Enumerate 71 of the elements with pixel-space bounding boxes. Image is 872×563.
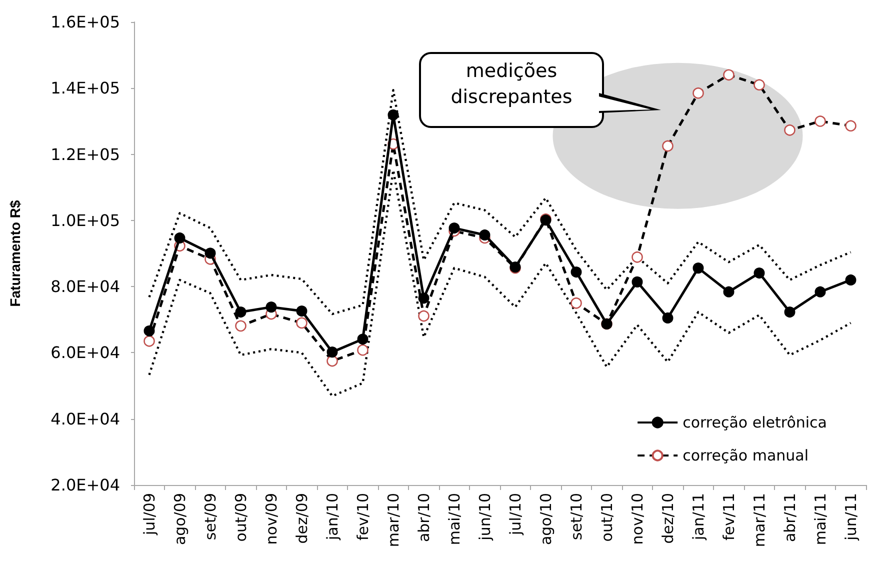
x-tick-label: jul/09 [140, 493, 158, 536]
x-tick-label: ago/10 [536, 493, 555, 546]
point [814, 286, 826, 298]
x-tick-label: nov/10 [628, 493, 646, 545]
x-tick-label: jul/10 [506, 493, 524, 536]
point [784, 124, 796, 136]
point [296, 306, 308, 317]
y-axis-title: Faturamento R$ [7, 200, 23, 307]
point [723, 69, 734, 81]
y-tick-label: 1.2E+05 [50, 144, 120, 164]
point [754, 268, 765, 279]
y-tick-label: 8.0E+04 [50, 277, 120, 296]
point [570, 266, 582, 278]
point [754, 79, 765, 90]
point [479, 229, 490, 240]
point [296, 317, 308, 329]
point [845, 274, 856, 286]
x-tick-label: abr/10 [414, 493, 433, 542]
x-tick-label: mai/10 [445, 493, 464, 546]
point [692, 87, 704, 99]
point [266, 302, 277, 313]
y-tick-label: 1.6E+05 [50, 12, 120, 32]
point [144, 335, 155, 347]
y-tick-label: 6.0E+04 [50, 343, 120, 362]
point [235, 320, 246, 332]
point [632, 276, 643, 288]
x-tick-label: dez/09 [292, 493, 311, 544]
point [570, 297, 582, 309]
point [814, 116, 826, 127]
point [357, 344, 368, 356]
point [723, 286, 734, 298]
point [388, 109, 399, 120]
x-tick-label: out/09 [232, 493, 250, 542]
x-tick-label: fev/10 [354, 493, 372, 541]
x-tick-label: set/09 [201, 493, 220, 540]
point [632, 251, 643, 263]
x-tick-label: set/10 [567, 493, 586, 540]
x-tick-label: nov/09 [262, 493, 280, 545]
y-tick-label: 1.0E+05 [50, 210, 120, 230]
x-tick-label: mar/10 [384, 493, 402, 548]
point [235, 306, 246, 318]
point [845, 120, 856, 132]
point [692, 262, 704, 274]
point [174, 232, 186, 244]
point [662, 140, 674, 152]
y-tick-label: 4.0E+04 [50, 409, 120, 428]
point [418, 310, 430, 322]
point [448, 222, 460, 234]
point [326, 346, 338, 358]
x-tick-label: jan/11 [689, 493, 708, 542]
x-tick-label: out/10 [598, 493, 616, 542]
x-tick-label: jan/10 [323, 493, 342, 542]
x-tick-label: jun/11 [842, 493, 860, 542]
point [357, 334, 368, 345]
y-tick-label: 2.0E+04 [50, 476, 120, 494]
x-tick-label: ago/09 [170, 493, 189, 546]
x-tick-label: abr/11 [780, 493, 799, 542]
point [204, 248, 216, 259]
point [662, 312, 674, 324]
x-tick-label: fev/11 [720, 493, 738, 541]
legend-label: correção manual [682, 446, 809, 464]
point [144, 325, 155, 336]
point [418, 292, 430, 304]
x-tick-label: dez/10 [658, 493, 677, 544]
legend-label: correção eletrônica [682, 414, 828, 432]
annotation: medições discrepantes [419, 52, 604, 128]
point [784, 306, 796, 318]
x-tick-label: jun/10 [476, 493, 494, 542]
y-tick-label: 1.4E+05 [50, 78, 120, 98]
x-tick-label: mai/11 [811, 493, 830, 546]
x-tick-label: mar/11 [750, 493, 768, 548]
